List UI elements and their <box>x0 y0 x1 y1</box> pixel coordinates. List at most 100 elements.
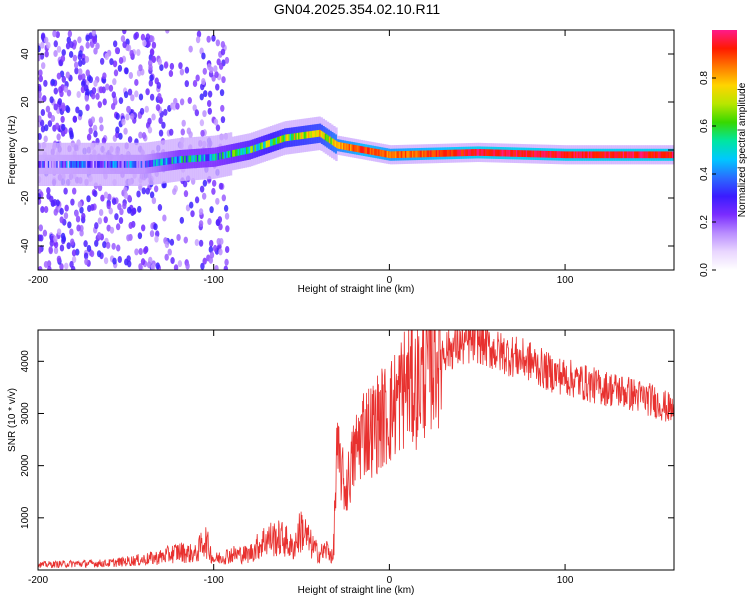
heatmap-cell <box>497 149 500 157</box>
heatmap-cell <box>182 180 188 188</box>
heatmap-cell <box>300 132 303 140</box>
heatmap-cell <box>569 151 572 159</box>
heatmap-cell <box>425 150 428 158</box>
heatmap-cell <box>188 155 191 163</box>
heatmap-cell <box>177 260 183 268</box>
heatmap-cell <box>359 146 362 153</box>
colorbar-tick-label: 0.0 <box>699 263 710 277</box>
heatmap-cell <box>38 90 42 98</box>
heatmap-cell <box>112 78 117 86</box>
heatmap-cell <box>105 83 110 91</box>
heatmap-cell <box>103 216 108 224</box>
heatmap-cell <box>462 149 465 157</box>
heatmap-cell <box>229 150 231 158</box>
heatmap-cell <box>41 62 46 70</box>
heatmap-cell <box>137 205 142 213</box>
heatmap-cell <box>42 229 48 237</box>
heatmap-cell <box>507 149 510 157</box>
heatmap-cell <box>340 142 342 150</box>
x-tick-label: 0 <box>387 575 393 586</box>
heatmap-cell <box>148 79 154 87</box>
heatmap-cell <box>299 132 302 140</box>
heatmap-cell <box>494 149 497 157</box>
heatmap-cell <box>587 151 590 159</box>
heatmap-cell <box>211 34 216 42</box>
heatmap-cell <box>116 244 121 252</box>
heatmap-cell <box>186 155 189 163</box>
heatmap-cell <box>83 252 89 260</box>
heatmap-cell <box>99 161 102 168</box>
heatmap-cell <box>119 208 124 216</box>
heatmap-cell <box>496 149 499 157</box>
heatmap-cell <box>89 250 95 258</box>
heatmap-cell <box>215 124 221 132</box>
heatmap-cell <box>424 150 427 158</box>
heatmap-cell <box>373 148 376 156</box>
heatmap-cell <box>535 150 538 158</box>
heatmap-cell <box>461 149 463 157</box>
colorbar-label: Normalized spectral amplitude <box>737 82 748 217</box>
heatmap-cell <box>208 154 210 161</box>
spectrogram-x-ticks: -200 -100 0 100 <box>28 30 574 286</box>
heatmap-cell <box>257 143 260 151</box>
heatmap-cell <box>47 111 53 119</box>
heatmap-cell <box>153 223 158 231</box>
heatmap-cell <box>56 45 62 53</box>
heatmap-cell <box>611 151 614 159</box>
heatmap-cell <box>99 124 104 132</box>
heatmap-cell <box>593 151 595 159</box>
colorbar-tick-label: 0.6 <box>699 119 710 133</box>
heatmap-cell <box>53 103 58 111</box>
heatmap-cell <box>219 152 222 160</box>
heatmap-cell <box>38 45 41 53</box>
heatmap-cell <box>123 91 129 99</box>
heatmap-cell <box>468 149 470 157</box>
heatmap-cell <box>168 157 171 165</box>
heatmap-cell <box>75 161 78 168</box>
y-tick-label: -20 <box>20 190 31 205</box>
heatmap-cell <box>160 158 163 166</box>
heatmap-cell <box>551 151 553 158</box>
heatmap-cell <box>632 151 635 159</box>
heatmap-cell <box>127 136 133 144</box>
heatmap-cell <box>85 161 88 168</box>
heatmap-cell <box>67 30 73 38</box>
heatmap-cell <box>150 263 156 270</box>
heatmap-cell <box>310 130 313 138</box>
heatmap-cell <box>66 89 72 97</box>
heatmap-cell <box>64 262 69 270</box>
heatmap-cell <box>612 151 615 159</box>
heatmap-cell <box>281 135 283 143</box>
heatmap-cell <box>159 64 164 72</box>
heatmap-cell <box>655 151 657 159</box>
heatmap-cell <box>108 161 111 168</box>
heatmap-cell <box>413 150 416 158</box>
heatmap-cell <box>607 151 610 159</box>
heatmap-cell <box>224 212 230 220</box>
heatmap-cell <box>164 158 167 165</box>
heatmap-cell <box>379 149 382 157</box>
heatmap-cell <box>63 85 69 93</box>
heatmap-cell <box>290 133 293 141</box>
heatmap-cell <box>112 257 117 265</box>
spectrogram-x-label: Height of straight line (km) <box>298 284 415 295</box>
heatmap-cell <box>219 89 225 97</box>
heatmap-cell <box>369 147 372 155</box>
heatmap-cell <box>164 253 169 261</box>
heatmap-cell <box>549 151 552 158</box>
heatmap-cell <box>111 242 116 250</box>
heatmap-cell <box>84 258 89 266</box>
heatmap-cell <box>653 151 656 159</box>
heatmap-cell <box>444 149 446 157</box>
heatmap-cell <box>452 149 455 157</box>
colorbar-tick-label: 0.8 <box>699 71 710 85</box>
heatmap-cell <box>218 248 223 256</box>
heatmap-cell <box>472 149 475 156</box>
heatmap-cell <box>445 149 448 157</box>
heatmap-cell <box>323 132 326 140</box>
heatmap-cell <box>312 130 314 138</box>
heatmap-cell <box>600 151 603 159</box>
heatmap-cell <box>208 246 214 254</box>
heatmap-cell <box>247 146 250 154</box>
